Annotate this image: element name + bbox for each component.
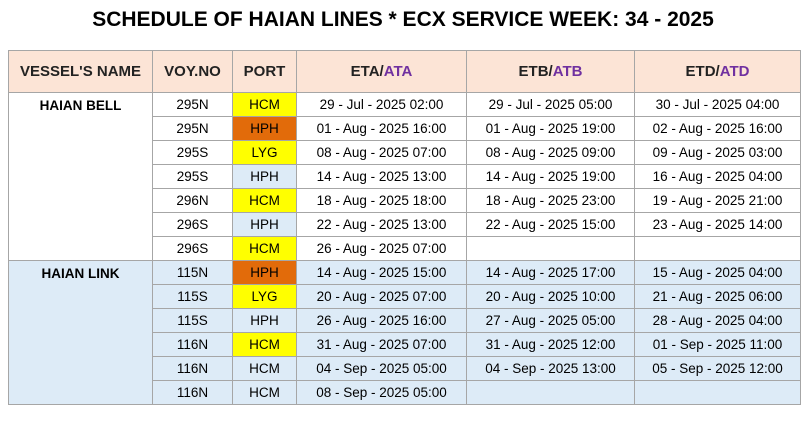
etb: 27 - Aug - 2025 05:00 (466, 308, 635, 333)
header-accent: ATD (719, 63, 750, 80)
voyage: 296N (152, 188, 233, 213)
eta: 26 - Aug - 2025 07:00 (296, 236, 467, 261)
port: HCM (232, 188, 297, 213)
port: HPH (232, 116, 297, 141)
header-text: ETB/ (518, 63, 553, 80)
title: SCHEDULE OF HAIAN LINES * ECX SERVICE WE… (92, 8, 714, 31)
port: HCM (232, 92, 297, 117)
port: HPH (232, 308, 297, 333)
port: HPH (232, 212, 297, 237)
header-cell: VOY.NO (152, 50, 233, 93)
etb: 08 - Aug - 2025 09:00 (466, 140, 635, 165)
etb-empty (466, 236, 635, 261)
voyage: 295S (152, 140, 233, 165)
header-cell: ETD/ATD (634, 50, 801, 93)
etd: 28 - Aug - 2025 04:00 (634, 308, 801, 333)
etb: 31 - Aug - 2025 12:00 (466, 332, 635, 357)
eta: 14 - Aug - 2025 13:00 (296, 164, 467, 189)
eta: 08 - Aug - 2025 07:00 (296, 140, 467, 165)
etb: 29 - Jul - 2025 05:00 (466, 92, 635, 117)
header-text: PORT (243, 63, 286, 80)
header-cell: VESSEL'S NAME (8, 50, 153, 93)
header-text: VOY.NO (164, 63, 221, 80)
voyage: 115N (152, 260, 233, 285)
etb: 20 - Aug - 2025 10:00 (466, 284, 635, 309)
etd: 09 - Aug - 2025 03:00 (634, 140, 801, 165)
header-cell: ETB/ATB (466, 50, 635, 93)
port: LYG (232, 284, 297, 309)
schedule-table: VESSEL'S NAME VOY.NO PORT ETA/ATA ETB/ATB ETD… (8, 50, 801, 405)
eta: 29 - Jul - 2025 02:00 (296, 92, 467, 117)
etb-empty (466, 380, 635, 405)
etd: 30 - Jul - 2025 04:00 (634, 92, 801, 117)
vessel-name: HAIAN BELL (8, 92, 153, 261)
voyage: 295N (152, 116, 233, 141)
etb: 14 - Aug - 2025 17:00 (466, 260, 635, 285)
etd: 01 - Sep - 2025 11:00 (634, 332, 801, 357)
port: LYG (232, 140, 297, 165)
etd: 19 - Aug - 2025 21:00 (634, 188, 801, 213)
row: 296S HPH 22 - Aug - 2025 13:00 22 - Aug - 2… (8, 212, 801, 237)
header-accent: ATB (552, 63, 583, 80)
etb: 01 - Aug - 2025 19:00 (466, 116, 635, 141)
voyage: 116N (152, 332, 233, 357)
etd: 23 - Aug - 2025 14:00 (634, 212, 801, 237)
eta: 14 - Aug - 2025 15:00 (296, 260, 467, 285)
header-text: ETA/ (350, 63, 384, 80)
etd: 16 - Aug - 2025 04:00 (634, 164, 801, 189)
header-cell: PORT (232, 50, 297, 93)
etd: 21 - Aug - 2025 06:00 (634, 284, 801, 309)
header-cell: ETA/ATA (296, 50, 467, 93)
row: 295N HPH 01 - Aug - 2025 16:00 01 - Aug - 2… (8, 116, 801, 141)
eta: 22 - Aug - 2025 13:00 (296, 212, 467, 237)
etd: 02 - Aug - 2025 16:00 (634, 116, 801, 141)
eta: 04 - Sep - 2025 05:00 (296, 356, 467, 381)
header-accent: ATA (383, 63, 413, 80)
eta: 01 - Aug - 2025 16:00 (296, 116, 467, 141)
voyage: 296S (152, 236, 233, 261)
port: HCM (232, 356, 297, 381)
table-body: HAIAN BELL 295N HCM 29 - Jul - 2025 02:00 29… (8, 92, 801, 405)
eta: 26 - Aug - 2025 16:00 (296, 308, 467, 333)
row: HAIAN LINK 115N HPH 14 - Aug - 2025 15:00 14… (8, 260, 801, 405)
voyage: 115S (152, 284, 233, 309)
voyage: 295N (152, 92, 233, 117)
eta: 20 - Aug - 2025 07:00 (296, 284, 467, 309)
etb: 14 - Aug - 2025 19:00 (466, 164, 635, 189)
etd-empty (634, 380, 801, 405)
vessel-name: HAIAN LINK (8, 260, 153, 405)
voyage: 295S (152, 164, 233, 189)
voyage: 115S (152, 308, 233, 333)
etb: 18 - Aug - 2025 23:00 (466, 188, 635, 213)
port: HCM (232, 380, 297, 405)
header-row: VESSEL'S NAME VOY.NO PORT ETA/ATA ETB/ATB ETD… (8, 50, 801, 93)
row: 115S HPH 26 - Aug - 2025 16:00 27 - Aug - 2… (8, 308, 801, 333)
port: HCM (232, 332, 297, 357)
voyage: 116N (152, 356, 233, 381)
header-text: VESSEL'S NAME (19, 63, 142, 80)
etd: 15 - Aug - 2025 04:00 (634, 260, 801, 285)
etd-empty (634, 236, 801, 261)
row: HAIAN BELL 295N HCM 29 - Jul - 2025 02:00 29… (8, 92, 801, 261)
etb: 22 - Aug - 2025 15:00 (466, 212, 635, 237)
eta: 18 - Aug - 2025 18:00 (296, 188, 467, 213)
header-text: ETD/ (685, 63, 720, 80)
port: HPH (232, 260, 297, 285)
voyage: 116N (152, 380, 233, 405)
port: HPH (232, 164, 297, 189)
eta: 08 - Sep - 2025 05:00 (296, 380, 467, 405)
voyage: 296S (152, 212, 233, 237)
eta: 31 - Aug - 2025 07:00 (296, 332, 467, 357)
port: HCM (232, 236, 297, 261)
etd: 05 - Sep - 2025 12:00 (634, 356, 801, 381)
etb: 04 - Sep - 2025 13:00 (466, 356, 635, 381)
